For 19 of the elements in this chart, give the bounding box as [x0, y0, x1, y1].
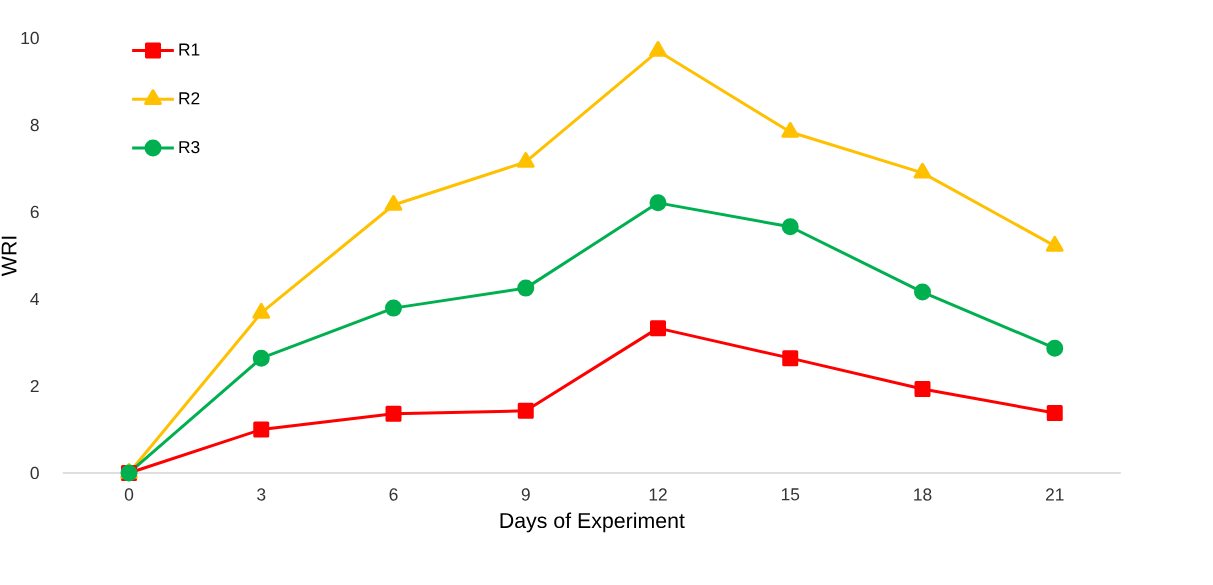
- legend-label: R3: [179, 140, 200, 154]
- y-tick-label: 2: [30, 379, 39, 393]
- y-tick-label: 8: [30, 118, 39, 132]
- y-tick-label: 6: [30, 205, 39, 219]
- x-tick-label: 21: [1045, 488, 1064, 501]
- x-tick-label: 3: [257, 488, 266, 501]
- x-tick-label: 15: [781, 488, 800, 501]
- x-tick-label: 6: [389, 488, 398, 501]
- x-tick-label: 0: [124, 488, 134, 501]
- y-tick-label: 4: [30, 293, 40, 305]
- x-tick-label: 18: [914, 488, 932, 501]
- y-axis-title: WRI: [1, 236, 17, 277]
- x-tick-label: 12: [649, 488, 667, 501]
- x-axis-title: Days of Experiment: [500, 512, 685, 533]
- x-tick-label: 9: [521, 488, 530, 501]
- y-tick-label: 0: [30, 466, 39, 480]
- y-tick-label: 10: [21, 31, 39, 45]
- legend-label: R1: [179, 43, 200, 56]
- legend-label: R2: [179, 92, 200, 105]
